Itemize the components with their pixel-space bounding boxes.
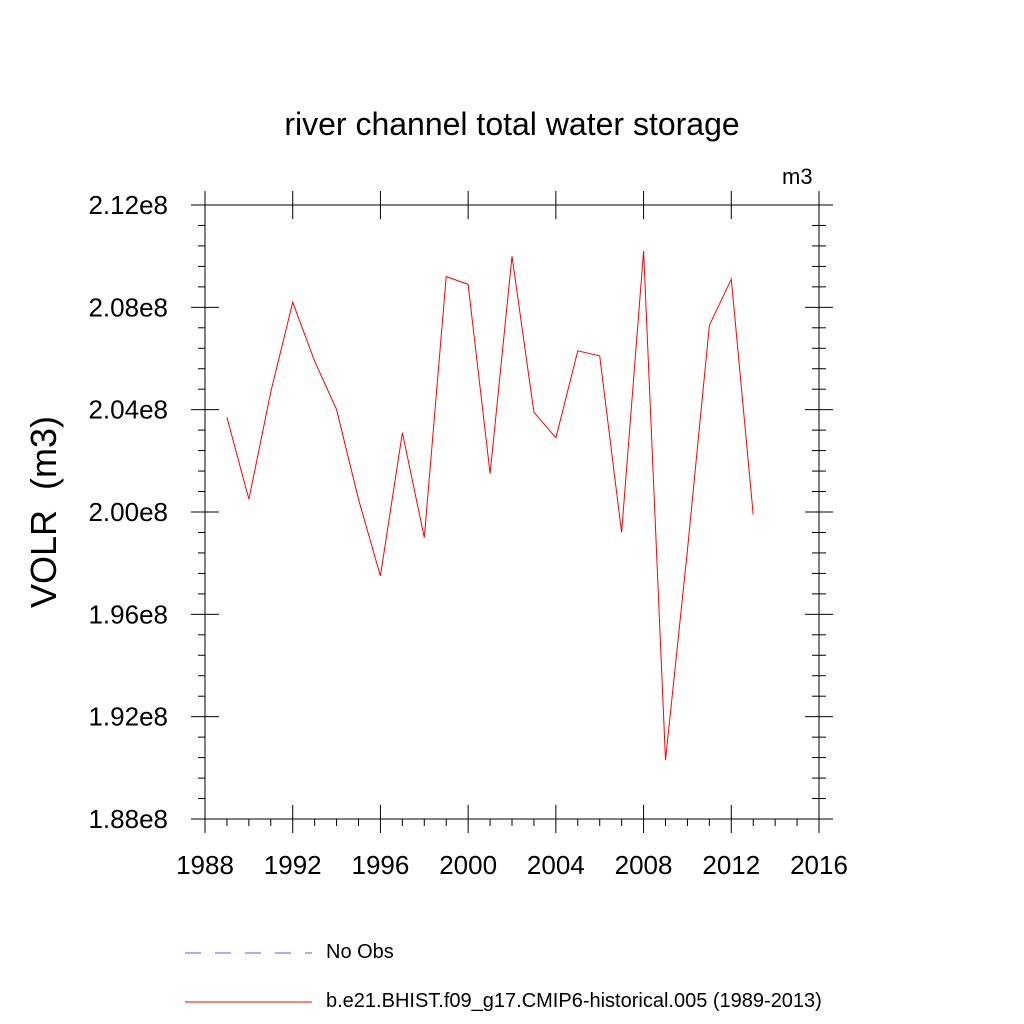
units-label: m3: [782, 164, 813, 189]
x-tick-label: 1992: [264, 850, 322, 880]
legend-label-series: b.e21.BHIST.f09_g17.CMIP6-historical.005…: [326, 990, 822, 1012]
series-line: [226, 250, 754, 761]
axis-ticks: [191, 191, 833, 833]
y-tick-label: 1.96e8: [88, 599, 168, 629]
y-tick-label: 2.00e8: [88, 497, 168, 527]
axis-tick-labels: 1988 1992 1996 2000 2004 2008 2012 2016 1.88e8 1.…: [88, 190, 847, 880]
y-tick-label: 2.04e8: [88, 395, 168, 425]
x-tick-label: 2004: [527, 850, 585, 880]
y-tick-label: 2.12e8: [88, 190, 168, 220]
series-lines: [226, 250, 754, 761]
x-tick-label: 2000: [439, 850, 497, 880]
x-tick-label: 2012: [702, 850, 760, 880]
x-tick-label: 2008: [615, 850, 673, 880]
legend-label-no-obs: No Obs: [326, 941, 394, 963]
x-tick-label: 1996: [352, 850, 410, 880]
plot-frame: [204, 204, 820, 820]
chart-title: river channel total water storage: [284, 106, 740, 142]
legend-lines: [185, 952, 312, 1003]
x-tick-label: 2016: [790, 850, 848, 880]
y-tick-label: 2.08e8: [88, 292, 168, 322]
y-tick-label: 1.92e8: [88, 702, 168, 732]
y-tick-label: 1.88e8: [88, 804, 168, 834]
x-tick-label: 1988: [176, 850, 234, 880]
